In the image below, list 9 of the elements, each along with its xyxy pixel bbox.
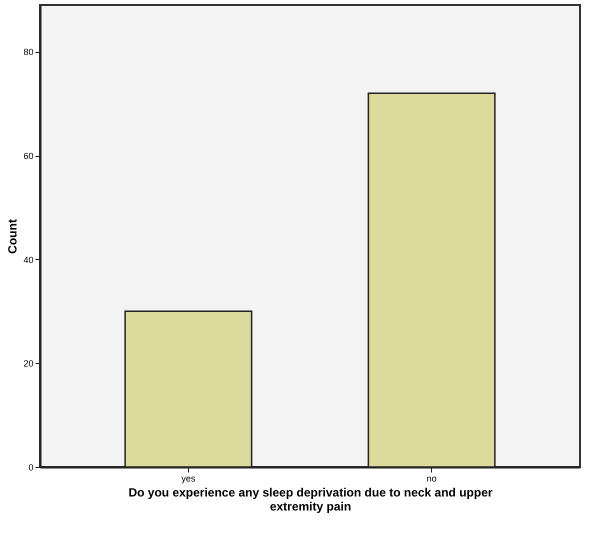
y-tick-label: 80 xyxy=(23,47,34,58)
x-axis-title: Do you experience any sleep deprivation due to neck and upper extremity pain xyxy=(128,486,493,514)
y-tick-label: 60 xyxy=(23,151,34,162)
y-tick-label: 20 xyxy=(23,358,34,369)
x-tick-label: no xyxy=(426,474,437,484)
y-tick-label: 0 xyxy=(28,462,34,472)
y-axis-title: Count xyxy=(5,219,20,254)
x-tick-label: yes xyxy=(181,474,196,484)
y-tick-label: 40 xyxy=(23,254,34,265)
